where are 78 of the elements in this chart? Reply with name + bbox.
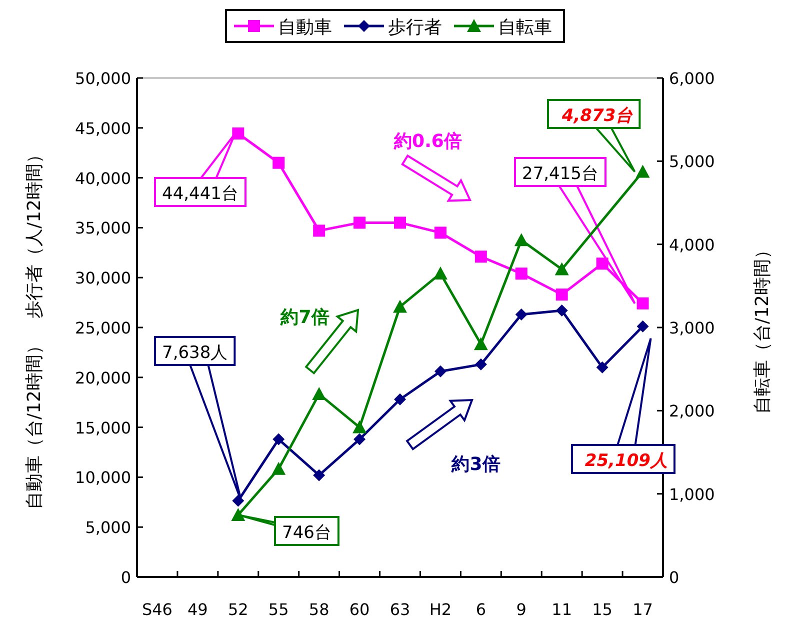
point <box>474 337 488 350</box>
y-axis-title: 自動車（台/12時間） 歩行者（人/12時間） <box>24 146 45 510</box>
point <box>231 508 246 521</box>
annotation: 27,415台 <box>522 164 598 184</box>
x-tick-label: 63 <box>390 600 410 619</box>
y-tick-label: 30,000 <box>75 268 131 288</box>
y2-tick-label: 2,000 <box>669 402 715 421</box>
point <box>515 268 528 280</box>
x-tick-label: 49 <box>188 600 208 619</box>
y2-tick-label: 4,000 <box>669 235 715 254</box>
point <box>394 393 406 406</box>
point <box>393 300 407 313</box>
point <box>596 258 608 270</box>
y-tick-label: 25,000 <box>75 318 131 338</box>
y-tick-label: 10,000 <box>75 468 131 488</box>
point <box>272 433 285 446</box>
x-tick-label: 11 <box>552 600 572 619</box>
point <box>232 127 244 140</box>
point <box>272 462 286 475</box>
callout: 44,441台 <box>154 132 246 207</box>
point <box>474 250 487 263</box>
point <box>596 361 608 374</box>
annotation: 約7倍 <box>280 307 330 328</box>
y-tick-label: 0 <box>120 568 131 587</box>
x-tick-label: 15 <box>592 600 612 619</box>
y2-axis-title: 自転車（台/12時間） <box>752 241 773 414</box>
x-tick-label: 55 <box>268 600 289 619</box>
y-tick-label: 35,000 <box>75 218 131 238</box>
point <box>312 387 326 400</box>
point <box>636 164 650 178</box>
x-tick-label: 52 <box>228 600 248 619</box>
y2-tick-label: 1,000 <box>669 484 715 504</box>
y-tick-label: 45,000 <box>75 118 131 138</box>
x-tick-label: S46 <box>142 600 172 619</box>
y-tick-label: 40,000 <box>75 168 131 188</box>
point <box>515 308 528 321</box>
point <box>556 304 568 317</box>
y2-tick-label: 3,000 <box>669 318 715 338</box>
point <box>232 494 244 507</box>
x-tick-label: 58 <box>308 600 330 619</box>
legend-label: 自動車 <box>278 17 332 38</box>
annotation: 約3倍 <box>450 454 500 475</box>
y2-tick-label: 6,000 <box>669 69 715 88</box>
x-tick-label: 60 <box>349 600 370 619</box>
point <box>272 156 285 169</box>
point <box>636 297 649 310</box>
point <box>554 262 569 276</box>
annotation: 7,638人 <box>162 343 228 363</box>
annotation: 25,109人 <box>584 451 668 471</box>
point <box>394 216 406 229</box>
point <box>313 224 326 237</box>
y-tick-label: 15,000 <box>75 418 131 438</box>
x-tick-label: 17 <box>632 600 653 619</box>
point <box>636 320 649 332</box>
point <box>434 226 446 239</box>
point <box>514 233 528 246</box>
x-tick-label: 9 <box>516 600 526 619</box>
point <box>354 216 366 229</box>
y-tick-label: 50,000 <box>75 69 131 88</box>
annotation: 4,873台 <box>560 106 634 126</box>
point <box>433 266 448 280</box>
point <box>556 288 568 301</box>
point <box>434 365 446 378</box>
y-tick-label: 20,000 <box>75 368 131 388</box>
point <box>474 358 487 370</box>
y2-tick-label: 5,000 <box>669 152 715 172</box>
x-tick-label: H2 <box>429 600 452 619</box>
annotation: 約0.6倍 <box>393 131 462 152</box>
y2-tick-label: 0 <box>669 568 680 587</box>
legend-label: 歩行者 <box>388 17 442 38</box>
y-tick-label: 5,000 <box>85 518 131 538</box>
legend-label: 自転車 <box>498 17 552 38</box>
annotation: 44,441台 <box>162 184 238 204</box>
point <box>313 469 326 482</box>
annotation: 746台 <box>282 523 332 543</box>
point <box>354 433 366 446</box>
x-tick-label: 6 <box>476 600 486 619</box>
point <box>352 420 367 434</box>
